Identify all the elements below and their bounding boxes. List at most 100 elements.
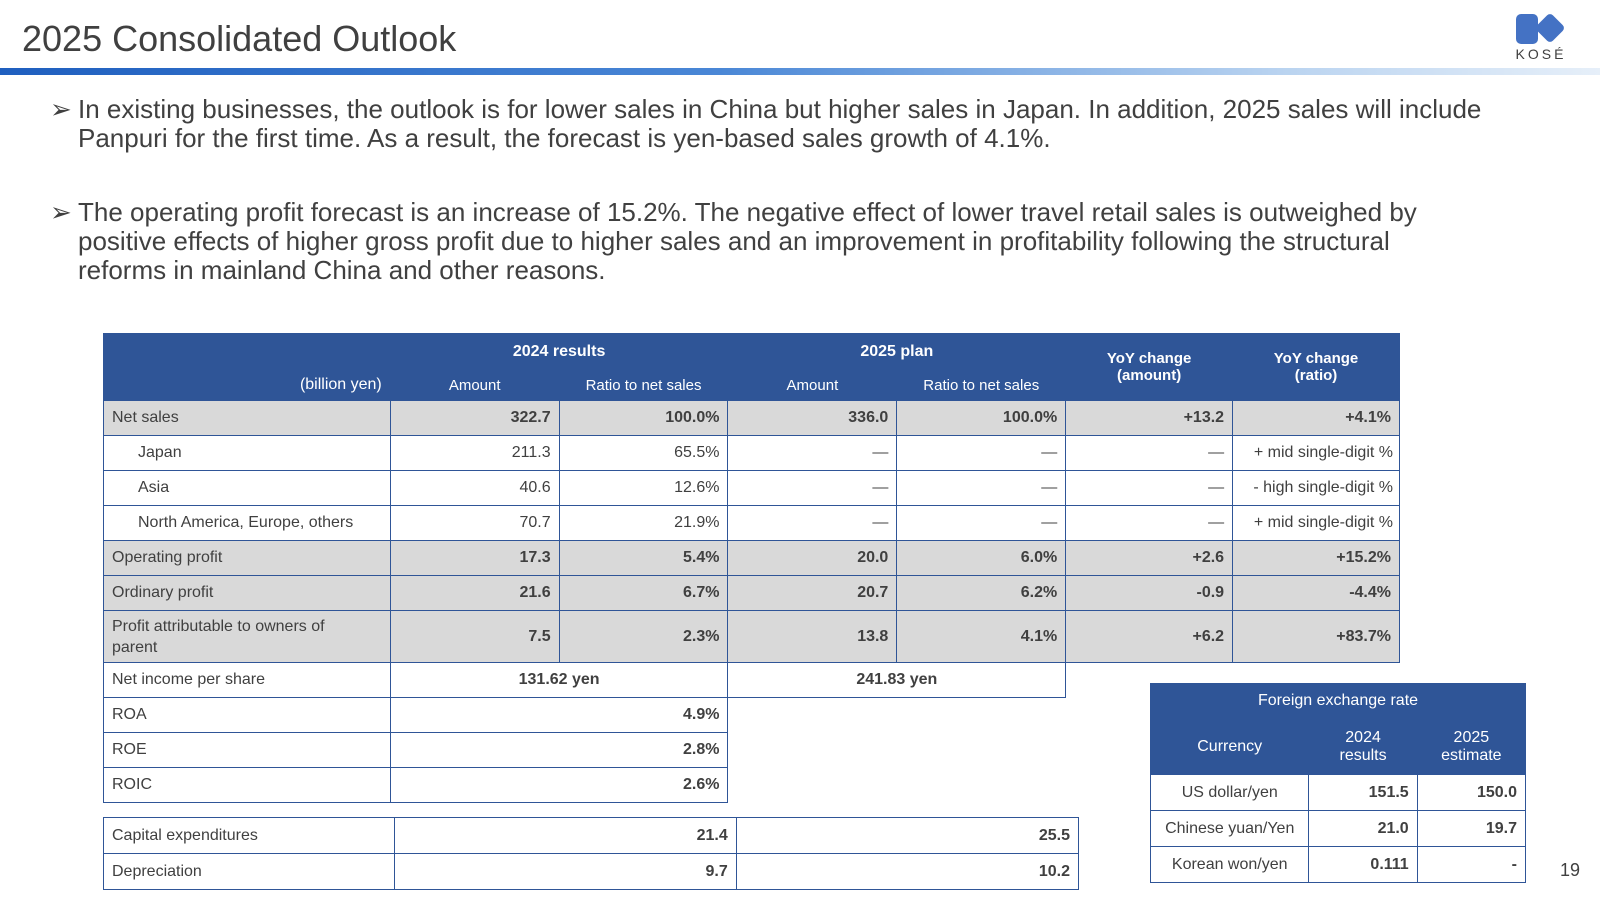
row-label: Capital expenditures [103, 817, 395, 854]
subheader-ratio: Ratio to net sales [558, 369, 729, 401]
fx-header-2024: 2024 results [1308, 718, 1418, 775]
subheader-amount: Amount [727, 369, 898, 401]
cell-yoy-amount: — [1065, 505, 1234, 541]
table-row: Capital expenditures 21.4 25.5 [103, 817, 1080, 854]
cell-amount-2025: 20.0 [727, 540, 898, 576]
fx-header-currency: Currency [1149, 718, 1310, 775]
bullet-line: positive effects of higher gross profit … [78, 226, 1390, 256]
row-label: ROA [103, 697, 391, 733]
outlook-table: (billion yen) 2024 results 2025 plan YoY… [103, 333, 1400, 803]
cell-yoy-amount: — [1065, 470, 1234, 506]
cell-yoy-amount: -0.9 [1065, 575, 1234, 611]
cell-yoy-amount: — [1065, 435, 1234, 471]
fx-value-2024: 21.0 [1308, 810, 1418, 847]
table-row: Operating profit 17.3 5.4% 20.0 6.0% +2.… [103, 540, 1400, 576]
arrow-bullet-icon: ➢ [50, 197, 72, 227]
cell-eps-2024: 131.62 yen [389, 662, 729, 698]
fx-header-2025: 2025 estimate [1416, 718, 1527, 775]
cell-yoy-amount: +13.2 [1065, 400, 1234, 436]
cell-ratio-2025: 100.0% [896, 400, 1067, 436]
header-yoy-ratio: YoY change (ratio) [1232, 333, 1400, 401]
cell-depreciation-2025: 10.2 [735, 853, 1080, 890]
cell-amount-2024: 211.3 [389, 435, 560, 471]
table-row: Asia 40.6 12.6% — — — - high single-digi… [103, 470, 1400, 506]
bullet-line: The operating profit forecast is an incr… [78, 197, 1417, 227]
cell-ratio-2025: 6.0% [896, 540, 1067, 576]
table-row: North America, Europe, others 70.7 21.9%… [103, 505, 1400, 541]
cell-roic-value: 2.6% [389, 767, 729, 803]
row-label: ROE [103, 732, 391, 768]
cell-capex-2025: 25.5 [735, 817, 1080, 854]
fx-value-2025: - [1416, 846, 1527, 883]
cell-ratio-2024: 12.6% [558, 470, 729, 506]
table-row: US dollar/yen 151.5 150.0 [1149, 774, 1527, 811]
table-row: Chinese yuan/Yen 21.0 19.7 [1149, 810, 1527, 847]
cell-ratio-2025: 4.1% [896, 610, 1067, 663]
cell-amount-2025: — [727, 505, 898, 541]
cell-yoy-ratio: -4.4% [1232, 575, 1400, 611]
fx-header-line: 2024 [1345, 728, 1381, 746]
fx-value-2024: 0.111 [1308, 846, 1418, 883]
cell-amount-2024: 70.7 [389, 505, 560, 541]
fx-currency: US dollar/yen [1149, 774, 1310, 811]
cell-ratio-2025: — [896, 470, 1067, 506]
cell-yoy-ratio: + mid single-digit % [1232, 435, 1400, 471]
fx-currency: Korean won/yen [1149, 846, 1310, 883]
cell-ratio-2025: 6.2% [896, 575, 1067, 611]
cell-ratio-2024: 6.7% [558, 575, 729, 611]
fx-table-title: Foreign exchange rate [1150, 683, 1526, 719]
fx-currency: Chinese yuan/Yen [1149, 810, 1310, 847]
header-yoy-amount-line: YoY change [1106, 350, 1192, 367]
table-row: Ordinary profit 21.6 6.7% 20.7 6.2% -0.9… [103, 575, 1400, 611]
cell-capex-2024: 21.4 [393, 817, 737, 854]
row-label-line: parent [112, 638, 158, 656]
cell-yoy-amount: +6.2 [1065, 610, 1234, 663]
cell-ratio-2024: 100.0% [558, 400, 729, 436]
row-label: Ordinary profit [103, 575, 391, 611]
bullet-point-2: ➢ The operating profit forecast is an in… [50, 198, 1550, 285]
row-label: ROIC [103, 767, 391, 803]
page-title: 2025 Consolidated Outlook [22, 18, 457, 59]
cell-ratio-2025: — [896, 505, 1067, 541]
cell-roa-value: 4.9% [389, 697, 729, 733]
header-2025-plan: 2025 plan [727, 333, 1067, 370]
cell-amount-2024: 21.6 [389, 575, 560, 611]
row-label: Depreciation [103, 853, 395, 890]
row-label: Japan [103, 435, 391, 471]
bullet-line: Panpuri for the first time. As a result,… [78, 123, 1051, 153]
cell-amount-2024: 40.6 [389, 470, 560, 506]
subheader-amount: Amount [389, 369, 560, 401]
cell-yoy-amount: +2.6 [1065, 540, 1234, 576]
cell-yoy-ratio: +83.7% [1232, 610, 1400, 663]
cell-yoy-ratio: +15.2% [1232, 540, 1400, 576]
cell-yoy-ratio: +4.1% [1232, 400, 1400, 436]
subheader-ratio: Ratio to net sales [896, 369, 1067, 401]
logo-diamond-icon [1534, 12, 1566, 44]
cell-amount-2024: 322.7 [389, 400, 560, 436]
bullet-line: reforms in mainland China and other reas… [78, 255, 606, 285]
cell-amount-2025: — [727, 435, 898, 471]
unit-label: (billion yen) [103, 333, 391, 401]
cell-amount-2025: 336.0 [727, 400, 898, 436]
fx-header-line: estimate [1441, 746, 1502, 764]
table-row: Korean won/yen 0.111 - [1149, 846, 1527, 883]
logo-wordmark: KOSÉ [1515, 46, 1567, 62]
fx-value-2025: 19.7 [1416, 810, 1527, 847]
row-label: Operating profit [103, 540, 391, 576]
fx-header-line: results [1339, 746, 1387, 764]
header-2024-results: 2024 results [389, 333, 729, 370]
cell-ratio-2024: 21.9% [558, 505, 729, 541]
page-number: 19 [1560, 860, 1581, 880]
cell-yoy-ratio: - high single-digit % [1232, 470, 1400, 506]
fx-value-2025: 150.0 [1416, 774, 1527, 811]
kose-logo: KOSÉ [1510, 12, 1572, 64]
cell-amount-2025: — [727, 470, 898, 506]
title-underline-bar [0, 68, 1600, 75]
row-label-line: Profit attributable to owners of [112, 617, 325, 635]
row-label: North America, Europe, others [103, 505, 391, 541]
header-yoy-ratio-line: YoY change [1273, 350, 1359, 367]
bullet-point-1: ➢ In existing businesses, the outlook is… [50, 95, 1550, 153]
cell-amount-2025: 13.8 [727, 610, 898, 663]
cell-depreciation-2024: 9.7 [393, 853, 737, 890]
header-yoy-ratio-line: (ratio) [1294, 367, 1338, 384]
